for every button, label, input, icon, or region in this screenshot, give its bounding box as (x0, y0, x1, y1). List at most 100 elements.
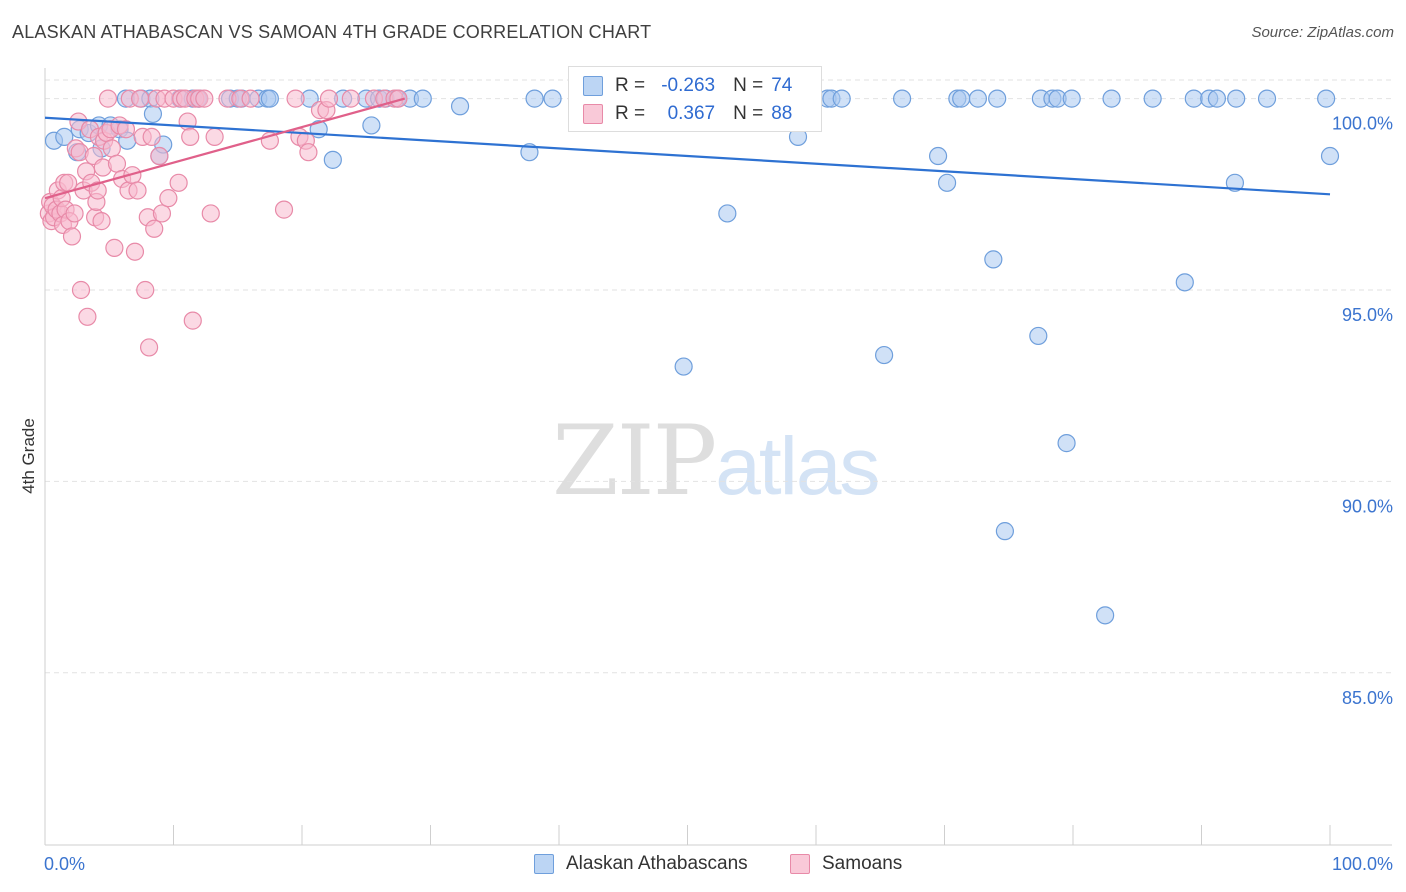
data-point (928, 146, 948, 166)
n-label: N = (733, 75, 764, 96)
r-label: R = (615, 103, 646, 124)
data-point (995, 522, 1014, 541)
athabascan-r-value: -0.263 (661, 75, 716, 96)
data-point (543, 89, 562, 108)
axis-labels: 85.0% 90.0% 95.0% 100.0% 0.0% 100.0% 4th Grade (19, 114, 1393, 874)
data-point (59, 173, 78, 192)
data-point (205, 127, 224, 146)
data-point (201, 204, 220, 223)
data-point (65, 204, 84, 223)
data-point (169, 173, 188, 192)
data-point (116, 120, 136, 139)
samoan-n-value: 88 (771, 103, 793, 124)
data-point (181, 127, 200, 146)
data-point (88, 181, 107, 200)
data-point (92, 212, 111, 231)
data-point (319, 89, 339, 108)
data-point (952, 89, 971, 108)
data-point (139, 338, 159, 357)
data-point (1225, 173, 1245, 192)
data-point (142, 127, 161, 146)
data-point (1143, 89, 1162, 108)
data-point (1207, 89, 1227, 108)
athabascan-legend-label: Alaskan Athabascans (566, 853, 748, 874)
legend-item-athabascans: Alaskan Athabascans (534, 852, 748, 876)
data-point (1317, 89, 1336, 108)
data-point (150, 146, 169, 166)
x-tick-label-max: 100.0% (1332, 854, 1393, 874)
data-point (988, 89, 1007, 108)
stats-legend-row-samoan: R = 0.367 N = 88 (583, 101, 792, 127)
data-point (362, 116, 381, 135)
data-point (875, 345, 894, 365)
y-tick-label: 100.0% (1332, 114, 1393, 134)
data-point (718, 204, 737, 223)
series-samoans (39, 89, 408, 357)
data-point (1320, 146, 1340, 166)
samoan-legend-label: Samoans (822, 853, 903, 874)
data-point (450, 97, 470, 116)
data-point (71, 280, 91, 300)
data-point (389, 89, 408, 108)
stats-legend-row-athabascan: R = -0.263 N = 74 (583, 73, 792, 99)
y-tick-label: 90.0% (1342, 496, 1393, 516)
data-point (286, 89, 305, 108)
data-point (105, 238, 124, 257)
data-point (1096, 606, 1115, 625)
data-point (78, 307, 97, 326)
trend-line (44, 97, 406, 200)
samoan-swatch (583, 104, 603, 124)
trend-lines (44, 97, 1331, 200)
data-point (152, 204, 172, 223)
data-point (984, 250, 1003, 269)
r-label: R = (615, 75, 646, 96)
data-point (62, 227, 82, 246)
data-point (1029, 326, 1048, 346)
data-point (1184, 89, 1203, 108)
samoan-r-value: 0.367 (667, 103, 716, 124)
axes (44, 68, 1392, 846)
data-point (341, 89, 360, 108)
data-point (125, 242, 145, 261)
data-point (260, 89, 279, 108)
data-point (892, 89, 912, 108)
chart-title: ALASKAN ATHABASCAN VS SAMOAN 4TH GRADE C… (12, 22, 652, 42)
y-tick-label: 85.0% (1342, 688, 1393, 708)
data-point (98, 89, 118, 108)
data-point (136, 280, 155, 300)
data-point (102, 139, 121, 158)
y-axis-title: 4th Grade (19, 418, 38, 494)
data-point (159, 189, 178, 208)
data-point (241, 89, 260, 108)
data-point (525, 89, 544, 108)
data-point (130, 89, 150, 108)
n-label: N = (733, 103, 764, 124)
data-point (1057, 434, 1076, 453)
data-point (413, 89, 432, 108)
data-point (143, 104, 163, 124)
data-point (1102, 89, 1121, 108)
data-point (937, 173, 957, 192)
x-tick-label-min: 0.0% (44, 854, 85, 874)
data-point (1227, 89, 1246, 108)
legend-item-samoans: Samoans (790, 852, 902, 876)
stats-legend: R = -0.263 N = 74 R = 0.367 N = 88 (568, 66, 822, 132)
data-point (1257, 89, 1277, 108)
data-point (128, 181, 147, 200)
data-point (274, 200, 294, 219)
data-point (107, 154, 127, 173)
data-point (674, 357, 693, 376)
trend-line (44, 116, 1331, 196)
data-point (832, 89, 851, 108)
data-point (1175, 273, 1194, 292)
data-point (145, 219, 164, 238)
grid (45, 79, 1392, 674)
athabascan-legend-swatch (534, 854, 554, 874)
data-point (968, 89, 988, 108)
y-tick-label: 95.0% (1342, 305, 1393, 325)
data-point (1062, 89, 1081, 108)
data-point (323, 150, 342, 169)
data-point (299, 143, 318, 162)
data-point (55, 127, 74, 146)
